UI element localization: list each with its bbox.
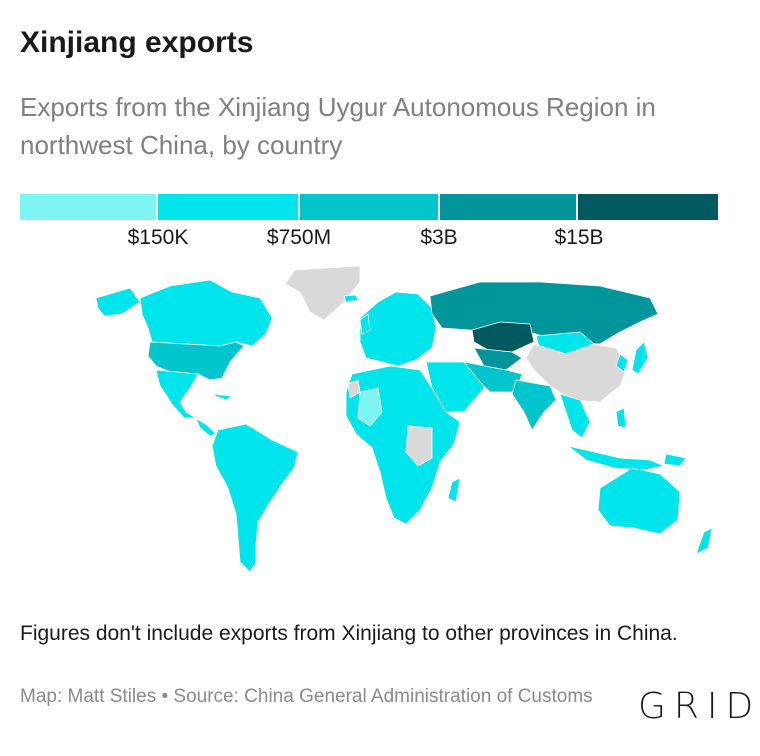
western-sahara-no-data [347,379,361,399]
cuba [209,393,234,401]
grid-logo: GRID [638,686,760,727]
australia [597,467,681,535]
madagascar [447,477,461,503]
kazakhstan [471,321,535,353]
china [525,343,629,403]
legend-bin-3 [300,194,438,220]
uk [359,313,371,335]
legend-bin-2 [158,194,298,220]
indonesia [567,445,666,471]
new-zealand [695,527,713,555]
source-credit: Map: Matt Stiles • Source: China General… [20,686,593,707]
united-states [147,341,245,381]
legend-tick-1: $150K [127,226,189,249]
world-choropleth-map [95,265,713,573]
korea [615,353,629,373]
philippines [615,407,627,429]
japan [631,341,649,375]
chart-title: Xinjiang exports [20,26,254,59]
footnote: Figures don't include exports from Xinji… [20,622,678,645]
papua-new-guinea [663,453,687,467]
legend-bin-1 [20,194,156,220]
central-africa-no-data [405,425,433,467]
legend-bin-5 [578,194,718,220]
chart-subtitle: Exports from the Xinjiang Uygur Autonomo… [20,92,656,160]
legend-tick-4: $15B [554,226,604,249]
legend-tick-3: $3B [420,226,458,249]
greenland [284,265,361,321]
legend-bin-4 [440,194,576,220]
mexico [155,369,199,419]
russia [429,281,659,345]
central-asia [473,347,523,371]
south-america [211,423,299,573]
europe [359,291,437,367]
iceland [343,294,359,303]
alaska [95,287,141,317]
india [511,379,557,431]
southeast-asia [559,393,591,439]
west-africa-light [357,387,383,427]
central-america [195,416,217,437]
canada [139,279,273,347]
color-legend [20,194,718,220]
legend-tick-2: $750M [266,226,332,249]
